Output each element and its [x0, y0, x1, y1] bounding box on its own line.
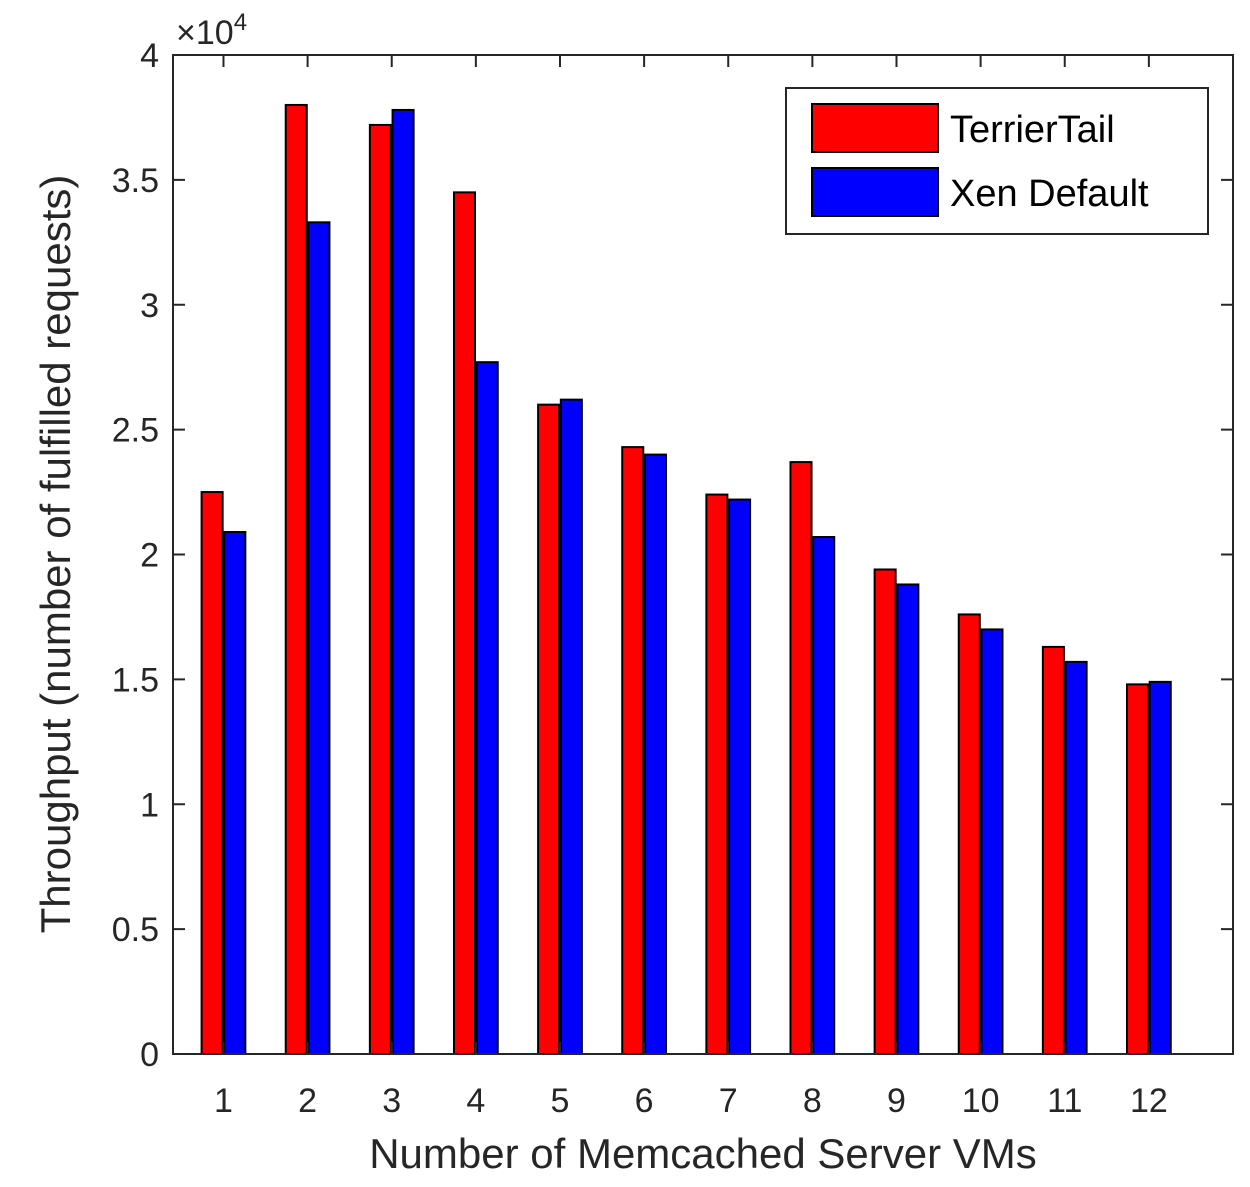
y-tick-label: 4: [140, 37, 159, 75]
x-tick-label: 12: [1130, 1082, 1168, 1120]
axes-group: 00.511.522.533.541 2 3 4 5 6 7 8 9 10 11 12: [112, 37, 1234, 1120]
y-tick-label: 3.5: [112, 162, 159, 200]
x-tick-label: 3: [382, 1082, 401, 1120]
bar-terriertail-3: [368, 123, 392, 1056]
bar-terriertail-12: [1126, 683, 1150, 1055]
x-tick-label: 5: [551, 1082, 570, 1120]
bars-group: [200, 103, 1172, 1056]
bar-xen-default-7: [728, 498, 752, 1055]
y-axis-title: Throughput (number of fulfilled requests…: [32, 175, 79, 934]
legend-label-xen-default: Xen Default: [950, 173, 1149, 215]
bar-terriertail-9: [873, 568, 897, 1055]
y-tick-label: 3: [140, 287, 159, 325]
y-multiplier-exponent: 4: [234, 9, 247, 36]
y-tick-label: 0: [140, 1036, 159, 1074]
bar-xen-default-5: [559, 398, 583, 1055]
bar-terriertail-2: [284, 103, 308, 1055]
legend-swatch-terriertail: [811, 103, 939, 153]
bar-terriertail-5: [537, 403, 561, 1055]
bar-xen-default-1: [223, 531, 247, 1055]
y-tick-label: 2.5: [112, 412, 159, 450]
legend-label-terriertail: TerrierTail: [950, 109, 1115, 151]
x-axis-title: Number of Memcached Server VMs: [369, 1130, 1037, 1177]
bar-xen-default-3: [391, 108, 415, 1055]
y-tick-label: 2: [140, 537, 159, 575]
bar-terriertail-7: [705, 493, 729, 1055]
legend-swatch-xen-default: [811, 167, 939, 217]
x-tick-label: 11: [1047, 1082, 1082, 1120]
bar-xen-default-8: [812, 536, 836, 1055]
bar-xen-default-9: [896, 583, 920, 1055]
x-tick-label: 9: [887, 1082, 906, 1120]
bar-terriertail-4: [452, 191, 477, 1056]
bar-xen-default-4: [475, 361, 499, 1055]
y-tick-label: 1: [140, 786, 159, 824]
bar-xen-default-11: [1064, 660, 1088, 1055]
x-tick-label: 8: [803, 1082, 822, 1120]
bar-xen-default-12: [1148, 680, 1172, 1055]
bar-xen-default-2: [307, 221, 331, 1055]
bar-terriertail-11: [1041, 645, 1065, 1055]
x-tick-label: 2: [298, 1082, 317, 1120]
x-tick-label: 6: [635, 1082, 654, 1120]
legend: TerrierTail Xen Default: [785, 87, 1209, 235]
bar-terriertail-8: [789, 461, 813, 1055]
y-tick-label: 0.5: [112, 911, 159, 949]
y-multiplier: ×104: [176, 9, 247, 52]
x-tick-label: 1: [214, 1082, 233, 1120]
bar-terriertail-6: [621, 446, 645, 1055]
x-tick-label: 7: [719, 1082, 738, 1120]
x-tick-label: 10: [962, 1082, 1000, 1120]
bar-xen-default-10: [980, 628, 1004, 1055]
bar-terriertail-1: [200, 491, 224, 1055]
y-tick-label: 1.5: [112, 661, 159, 699]
bar-terriertail-10: [957, 613, 981, 1055]
x-tick-label: 4: [466, 1082, 485, 1120]
bar-xen-default-6: [643, 453, 667, 1056]
